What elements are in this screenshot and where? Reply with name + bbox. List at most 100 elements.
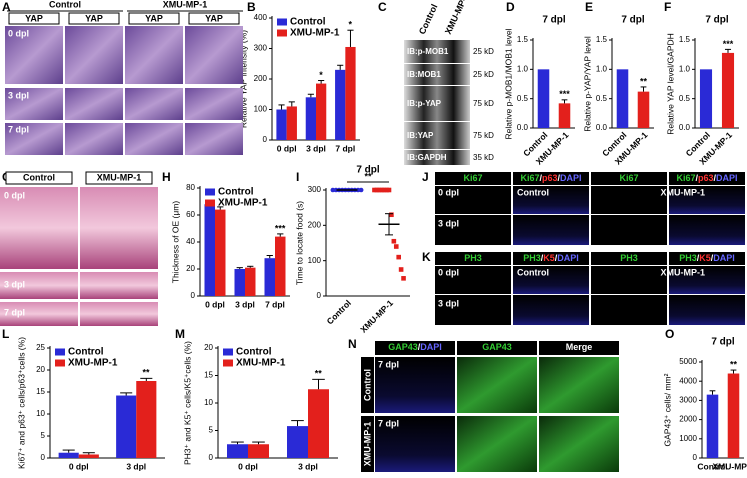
row-label: 0 dpl [438, 187, 459, 197]
header-part: Ki67 [676, 173, 695, 183]
panel-letter: I [296, 170, 299, 184]
column-header: PH3 [620, 253, 638, 263]
marker-label: 35 kD [473, 153, 494, 162]
micrograph [591, 266, 667, 294]
legend-label: Control [236, 347, 272, 358]
column-header: PH3 [464, 253, 482, 263]
marker-label: 75 kD [473, 131, 494, 140]
y-tick-label: 0.5 [596, 94, 608, 103]
micrograph [80, 272, 158, 299]
header-part: DAPI [713, 253, 735, 263]
y-tick-label: 1.0 [679, 64, 691, 73]
panel-letter: N [348, 337, 357, 351]
legend-label: Control [218, 187, 254, 198]
panel-letter: K [422, 250, 431, 264]
bar [79, 454, 99, 458]
header-part: PH3 [523, 253, 541, 263]
legend-swatch [223, 360, 233, 367]
legend-label: XMU-MP-1 [236, 358, 286, 369]
significance: ** [730, 359, 738, 369]
y-tick-label: 5000 [679, 357, 697, 366]
bar [215, 210, 226, 296]
condition-label: Control [517, 187, 549, 197]
y-tick-label: 20 [36, 365, 45, 374]
legend-label: Control [290, 17, 326, 28]
bar [116, 396, 136, 458]
bar [722, 53, 734, 128]
band-label: IB:p-YAP [407, 99, 442, 108]
data-point [387, 188, 392, 193]
legend-swatch [277, 19, 287, 26]
y-tick-label: 10 [204, 398, 213, 407]
column-header: YAP [85, 13, 103, 23]
micrograph [185, 123, 243, 155]
significance: ** [364, 171, 372, 181]
data-point [396, 255, 401, 260]
x-tick-label: 0 dpl [205, 299, 225, 309]
bar [136, 381, 156, 458]
x-tick-label: 3 dpl [306, 143, 326, 153]
column-header: XMU-MP-1 [97, 172, 142, 182]
row-label: Control [362, 369, 372, 401]
bar [245, 268, 256, 296]
band-label: IB:GAPDH [407, 153, 447, 162]
row-label: 3 dpl [8, 90, 29, 100]
y-tick-label: 5 [209, 426, 214, 435]
row-label: 3 dpl [4, 279, 25, 289]
panel-letter: H [162, 170, 171, 184]
significance: *** [723, 39, 734, 49]
micrograph [125, 26, 183, 84]
row-label: 0 dpl [8, 28, 29, 38]
legend-swatch [205, 189, 215, 196]
condition-label: XMU-MP-1 [661, 267, 706, 277]
legend-label: XMU-MP-1 [218, 198, 268, 209]
bar [308, 389, 329, 458]
header-part: GAP43 [482, 342, 512, 352]
panel-letter: J [422, 170, 429, 184]
bar [559, 103, 571, 128]
header-part: GAP43 [388, 342, 418, 352]
bar [265, 258, 276, 296]
header-part: DAPI [716, 173, 738, 183]
bar [700, 69, 712, 128]
column-header: Control [23, 172, 55, 182]
y-tick-label: 100 [254, 105, 268, 114]
y-tick-label: 25 [36, 343, 45, 352]
y-tick-label: 200 [308, 220, 322, 229]
row-label: 0 dpl [4, 190, 25, 200]
y-tick-label: 20 [204, 343, 213, 352]
header-part: K5 [699, 253, 711, 263]
header-part: Ki67 [619, 173, 638, 183]
column-header: Ki67/p63/DAPI [676, 173, 737, 183]
micrograph [457, 357, 537, 413]
x-tick-label: 3 dpl [298, 461, 318, 471]
y-tick-label: 1.5 [679, 35, 691, 44]
x-tick-label: XMU-MP-1 [358, 298, 395, 335]
bar [235, 269, 246, 296]
time-label: 7 dpl [378, 359, 399, 369]
y-tick-label: 200 [254, 74, 268, 83]
y-tick-label: 0 [209, 453, 214, 462]
bar [59, 453, 79, 458]
legend-swatch [277, 30, 287, 37]
micrograph [125, 123, 183, 155]
column-header: PH3/K5/DAPI [679, 253, 735, 263]
header-part: Ki67 [463, 173, 482, 183]
y-tick-label: 4000 [679, 376, 697, 385]
micrograph [669, 295, 745, 325]
x-tick-label: 0 dpl [277, 143, 297, 153]
header-part: p63 [698, 173, 714, 183]
time-label: 7 dpl [378, 418, 399, 428]
chart-title: 7 dpl [542, 15, 566, 26]
y-tick-label: 15 [204, 371, 213, 380]
row-label: 3 dpl [438, 298, 459, 308]
y-axis-label: Ki67⁺ and p63⁺ cells/p63⁺cells (%) [16, 337, 26, 469]
bar [227, 444, 248, 458]
data-point [394, 244, 399, 249]
micrograph [513, 215, 589, 245]
x-tick-label: 3 dpl [126, 461, 146, 471]
column-header: XMU-MP-1 [443, 0, 471, 36]
x-tick-label: 0 dpl [69, 461, 89, 471]
y-tick-label: 0 [317, 291, 322, 300]
row-label: 7 dpl [8, 124, 29, 134]
